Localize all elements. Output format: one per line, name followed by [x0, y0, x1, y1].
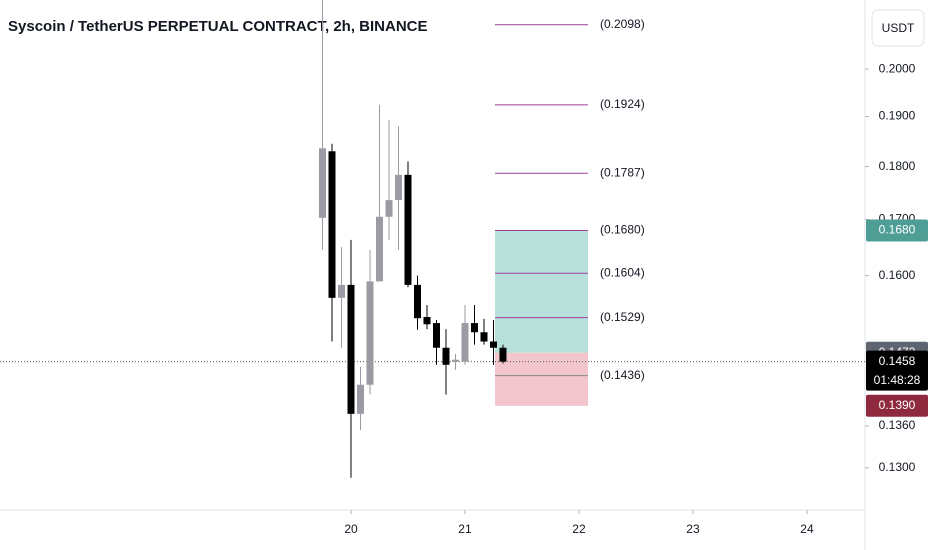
level-label: (0.1529) [600, 310, 645, 324]
y-tick-label: 0.1900 [879, 109, 916, 123]
candle-body [461, 323, 469, 362]
y-tick-label: 0.1800 [879, 159, 916, 173]
candle-body [328, 151, 336, 298]
candle-body [318, 148, 326, 218]
x-tick-label: 21 [458, 522, 472, 536]
y-tick-label: 0.1300 [879, 460, 916, 474]
chart-title: Syscoin / TetherUS PERPETUAL CONTRACT, 2… [8, 18, 428, 35]
candle-body [432, 323, 440, 348]
candle-body [375, 216, 383, 282]
stop-zone [495, 352, 588, 406]
x-tick-label: 23 [686, 522, 700, 536]
level-label: (0.1680) [600, 223, 645, 237]
candle-body [385, 200, 393, 217]
target-badge-label: 0.1680 [879, 223, 916, 237]
last-price-badge [866, 350, 928, 391]
x-tick-label: 22 [572, 522, 586, 536]
candle-body [413, 284, 421, 319]
stop-badge-label: 0.1390 [879, 398, 916, 412]
y-tick-label: 0.2000 [879, 61, 916, 75]
plot-area [0, 0, 865, 478]
level-label: (0.1604) [600, 265, 645, 279]
candle-body [366, 281, 374, 385]
candle-body [356, 384, 364, 414]
target-badge [866, 219, 928, 242]
candle-body [470, 323, 478, 333]
candle-body [347, 284, 355, 414]
stop-badge [866, 394, 928, 417]
candle-body [451, 359, 459, 362]
last-price-badge-label: 0.1458 [879, 354, 916, 368]
level-label: (0.1787) [600, 165, 645, 179]
candle-body [442, 347, 450, 365]
currency-label[interactable]: USDT [882, 21, 915, 35]
level-label: (0.1924) [600, 97, 645, 111]
candle-body [480, 332, 488, 342]
candle-body [394, 174, 402, 201]
x-tick-label: 20 [344, 522, 358, 536]
candle-body [404, 174, 412, 285]
target-zone [495, 230, 588, 353]
candle-body [489, 341, 497, 348]
level-label: (0.1436) [600, 368, 645, 382]
x-tick-label: 24 [800, 522, 814, 536]
candle-body [499, 347, 507, 362]
level-label: (0.2098) [600, 17, 645, 31]
y-tick-label: 0.1360 [879, 418, 916, 432]
candle-body [337, 284, 345, 298]
y-tick-label: 0.1600 [879, 268, 916, 282]
candle-body [423, 316, 431, 325]
currency-button[interactable] [871, 9, 925, 47]
countdown: 01:48:28 [874, 373, 921, 387]
